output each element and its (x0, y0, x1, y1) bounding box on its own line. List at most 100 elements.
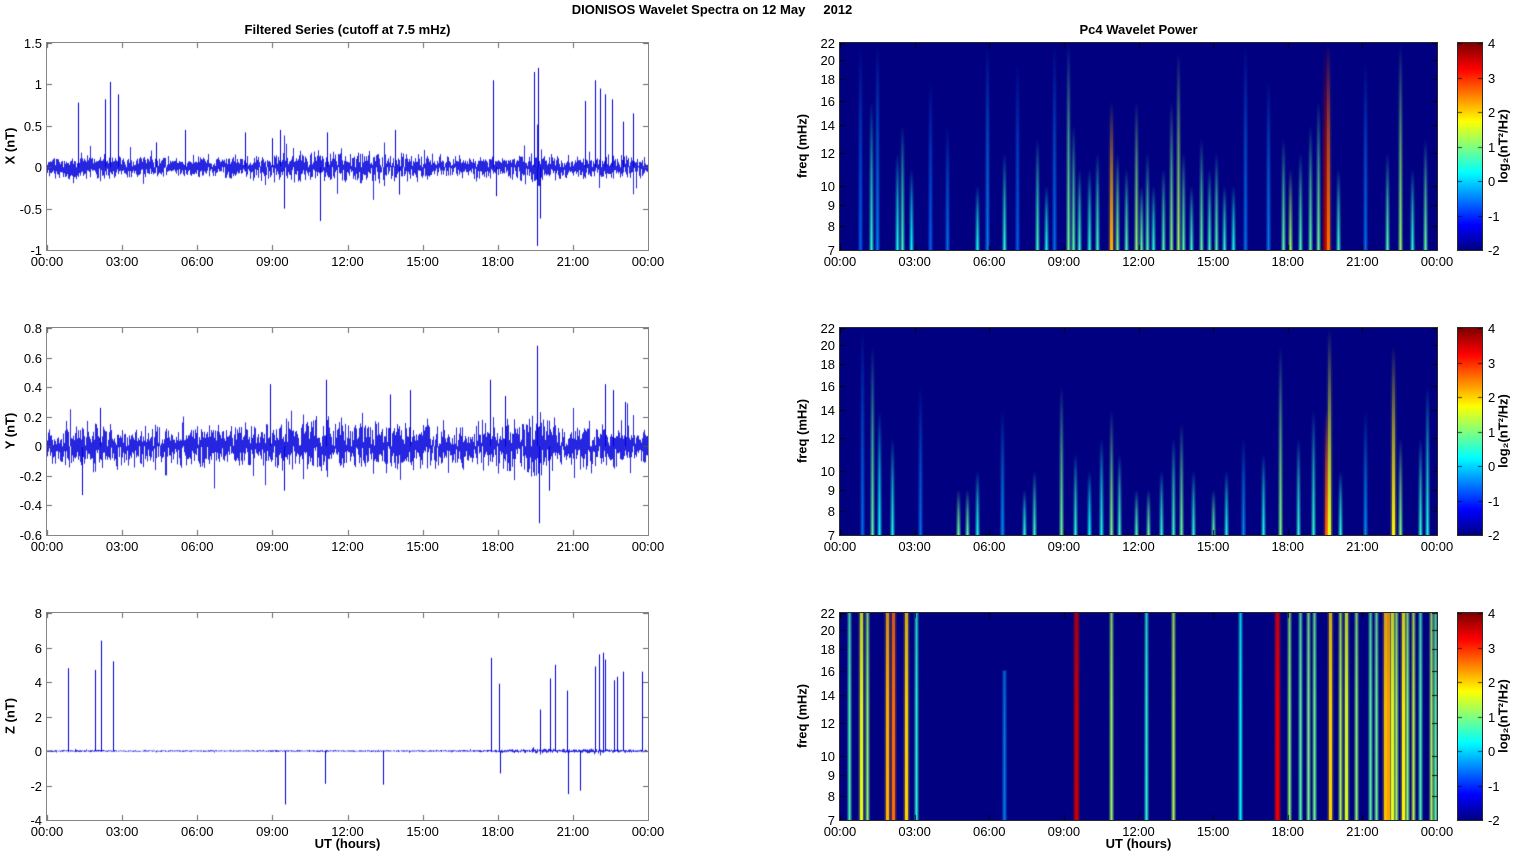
tick-label: 0 (34, 439, 42, 455)
tick-label: 20 (820, 623, 835, 639)
z-wavelet-ylabel: freq (mHz) (794, 683, 810, 749)
tick-label: 0 (34, 744, 42, 759)
tick-label: 00:00 (30, 824, 64, 839)
tick-label: 15:00 (406, 824, 439, 839)
y-series-panel: 0.8 0.6 0.4 0.2 0 -0.2 -0.4 -0.6 00:00 03:00 06:00… (20, 321, 665, 554)
tick-label: 9 (827, 197, 835, 213)
tick-label: -2 (1488, 528, 1500, 543)
tick-label: 00:00 (631, 824, 665, 839)
x-series-panel: 1.5 1 0.5 0 -0.5 -1 00:00 03:00 06:00 09:00 12:00 1… (20, 36, 665, 269)
tick-label: 12 (820, 145, 835, 161)
tick-label: 18:00 (1271, 824, 1305, 839)
tick-label: 2 (1488, 105, 1496, 120)
tick-label: 18 (820, 357, 835, 373)
tick-label: 0 (1488, 174, 1496, 189)
tick-label: 03:00 (898, 254, 931, 269)
tick-label: 4 (34, 675, 42, 690)
tick-label: 12:00 (1122, 539, 1155, 554)
tick-label: 2 (1488, 675, 1496, 690)
tick-label: 09:00 (256, 254, 289, 269)
y-series-plot (46, 327, 649, 536)
tick-label: 0 (1488, 744, 1496, 759)
tick-label: 15:00 (1196, 539, 1230, 554)
tick-label: 15:00 (1196, 824, 1230, 839)
tick-label: 4 (1488, 36, 1496, 51)
tick-label: 12:00 (331, 539, 364, 554)
tick-label: 16 (820, 663, 835, 679)
tick-label: -2 (1488, 813, 1500, 828)
y-colorbar-label: log₂(nT²/Hz) (1495, 394, 1511, 468)
tick-label: 6 (34, 640, 42, 656)
tick-label: 15:00 (406, 254, 439, 269)
tick-label: 21:00 (556, 539, 590, 554)
tick-label: 8 (827, 503, 835, 519)
tick-label: 0.2 (23, 409, 42, 425)
tick-label: -4 (30, 813, 42, 828)
tick-label: 12:00 (1122, 254, 1155, 269)
tick-label: 12:00 (331, 254, 364, 269)
tick-label: 3 (1488, 70, 1496, 86)
tick-label: 12:00 (1122, 824, 1155, 839)
tick-label: 18 (820, 642, 835, 658)
z-colorbar: 4 3 2 1 0 -1 -2 (1457, 606, 1500, 828)
tick-label: 9 (827, 767, 835, 783)
x-series-plot (46, 42, 649, 251)
tick-label: 10 (820, 463, 835, 479)
tick-label: 0.8 (23, 321, 42, 336)
x-colorbar-gradient (1457, 42, 1483, 251)
z-colorbar-label: log₂(nT²/Hz) (1495, 679, 1511, 753)
tick-label: 18:00 (481, 254, 515, 269)
tick-label: 06:00 (972, 254, 1006, 269)
tick-label: 22 (820, 606, 835, 621)
left-column-title: Filtered Series (cutoff at 7.5 mHz) (244, 22, 451, 37)
tick-label: 8 (34, 606, 42, 621)
x-series-ylabel: X (nT) (2, 127, 18, 165)
tick-label: 20 (820, 338, 835, 354)
z-wavelet-plot (839, 612, 1438, 821)
tick-label: -0.5 (19, 201, 42, 217)
tick-label: 18:00 (481, 824, 515, 839)
x-wavelet-panel: 22 20 18 16 14 12 10 9 8 7 00:00 03:00 06:00 09:00 12:… (821, 36, 1454, 269)
z-series-panel: 8 6 4 2 0 -2 -4 00:00 03:00 06:00 09:00 12:00 15:00 1… (30, 606, 664, 839)
tick-label: -1 (1488, 208, 1500, 224)
tick-label: 09:00 (256, 824, 289, 839)
tick-label: 10 (820, 178, 835, 194)
tick-label: 4 (1488, 321, 1496, 336)
tick-label: 06:00 (972, 539, 1006, 554)
tick-label: 1 (1488, 709, 1496, 725)
tick-label: 8 (827, 218, 835, 234)
tick-label: 00:00 (823, 824, 857, 839)
tick-label: 16 (820, 378, 835, 394)
tick-label: 10 (820, 748, 835, 764)
tick-label: 1.5 (23, 36, 42, 51)
y-wavelet-ylabel: freq (mHz) (794, 398, 810, 464)
tick-label: 2 (1488, 390, 1496, 405)
x-colorbar-label: log₂(nT²/Hz) (1495, 109, 1511, 183)
y-wavelet-plot (839, 327, 1438, 536)
tick-label: 06:00 (180, 539, 214, 554)
tick-label: 1 (1488, 139, 1496, 155)
tick-label: 06:00 (972, 824, 1006, 839)
tick-label: 18:00 (1271, 539, 1305, 554)
y-wavelet-panel: 22 20 18 16 14 12 10 9 8 7 00:00 03:00 06:00 09:00 12:… (821, 321, 1454, 554)
x-wavelet-ylabel: freq (mHz) (794, 113, 810, 179)
left-xlabel: UT (hours) (314, 836, 381, 851)
y-colorbar-gradient (1457, 327, 1483, 536)
tick-label: 7 (827, 243, 835, 258)
tick-label: 06:00 (180, 824, 214, 839)
z-wavelet-panel: 22 20 18 16 14 12 10 9 8 7 00:00 03:00 06:00 09:00 12:… (821, 606, 1454, 839)
tick-label: -0.6 (19, 528, 42, 543)
x-colorbar: 4 3 2 1 0 -1 -2 (1457, 36, 1500, 258)
tick-label: 4 (1488, 606, 1496, 621)
tick-label: 00:00 (823, 254, 857, 269)
y-colorbar: 4 3 2 1 0 -1 -2 (1457, 321, 1500, 543)
tick-label: 09:00 (1047, 539, 1081, 554)
tick-label: 0 (1488, 459, 1496, 474)
tick-label: 14 (820, 117, 835, 133)
tick-label: 8 (827, 788, 835, 804)
tick-label: 18:00 (481, 539, 515, 554)
tick-label: -1 (1488, 778, 1500, 794)
tick-label: 15:00 (1196, 254, 1230, 269)
tick-label: 0 (34, 160, 42, 176)
